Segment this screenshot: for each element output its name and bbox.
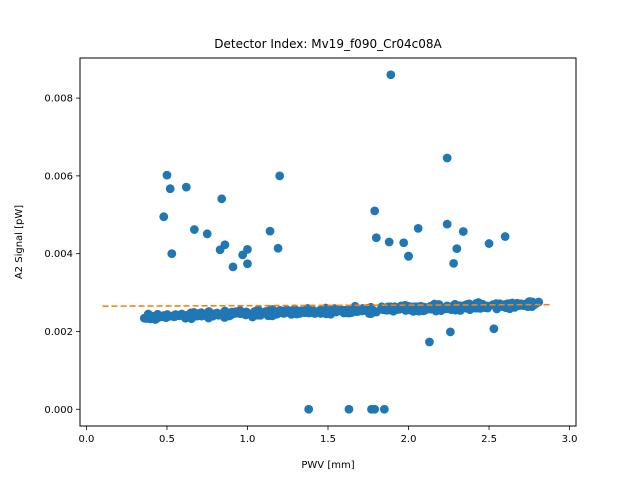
band-point	[162, 310, 172, 320]
outlier-point	[489, 324, 499, 334]
band-point	[357, 306, 367, 316]
outlier-point	[445, 327, 455, 337]
outlier-point	[181, 182, 191, 192]
x-axis-ticks: 0.0 0.5 1.0 1.5 2.0 2.5 3.0	[78, 426, 578, 445]
y-axis-ticks: 0.000 0.002 0.004 0.006 0.008	[44, 94, 80, 416]
band-point	[226, 310, 235, 319]
outlier-point	[243, 259, 252, 269]
outlier-point	[217, 194, 227, 204]
outlier-point	[304, 404, 314, 414]
outlier-point	[384, 237, 394, 247]
band-point	[483, 301, 492, 311]
outlier-point	[452, 244, 462, 254]
band-point	[520, 299, 530, 309]
outlier-point	[189, 225, 199, 234]
band-point	[184, 312, 194, 322]
outlier-point	[399, 238, 409, 248]
band-point	[278, 308, 287, 318]
outlier-point	[370, 206, 380, 216]
band-point	[382, 305, 392, 315]
band-point	[143, 309, 153, 319]
fit-line	[102, 303, 551, 307]
outlier-point	[442, 153, 452, 163]
x-tick-label: 1.5	[320, 434, 336, 445]
band-point	[463, 302, 473, 312]
outlier-point	[159, 212, 169, 222]
x-tick-label: 3.0	[562, 434, 578, 445]
outlier-point	[243, 244, 252, 254]
fit-line-group	[102, 303, 551, 307]
band-point	[365, 305, 375, 315]
x-tick-label: 0.0	[78, 434, 94, 445]
outlier-point	[275, 171, 285, 181]
outlier-point	[202, 229, 212, 239]
outlier-point	[386, 70, 396, 80]
band-point	[192, 309, 202, 319]
outlier-point	[404, 251, 413, 261]
band-point	[325, 307, 335, 316]
band-point	[400, 304, 410, 314]
outlier-point	[371, 233, 381, 243]
band-point	[250, 307, 259, 316]
band-point	[436, 306, 446, 316]
band-point	[390, 302, 400, 312]
band-point	[299, 307, 309, 317]
x-tick-label: 2.0	[401, 434, 417, 445]
outlier-point	[442, 219, 452, 229]
x-tick-label: 2.5	[481, 434, 497, 445]
chart-title: Detector Index: Mv19_f090_Cr04c08A	[214, 37, 442, 51]
outlier-point	[273, 243, 283, 253]
band-point	[263, 307, 272, 317]
band-point	[155, 312, 165, 322]
y-tick-label: 0.000	[44, 405, 73, 416]
outlier-point	[379, 404, 389, 414]
outlier-point	[425, 337, 434, 347]
band-point	[212, 308, 222, 318]
y-tick-label: 0.006	[44, 171, 73, 182]
x-tick-label: 1.0	[240, 434, 256, 445]
outlier-point	[167, 249, 177, 259]
x-axis-label: PWV [mm]	[301, 460, 354, 471]
y-tick-label: 0.002	[44, 327, 73, 338]
y-tick-label: 0.004	[44, 249, 73, 260]
band-point	[451, 301, 461, 311]
band-point	[504, 301, 514, 311]
outlier-point	[162, 170, 172, 180]
outlier-point	[500, 232, 510, 241]
y-axis-label: A2 Signal [pW]	[14, 205, 25, 279]
y-tick-label: 0.008	[44, 94, 73, 105]
outlier-point	[449, 259, 459, 268]
outlier-point	[228, 262, 238, 272]
band-point	[170, 312, 180, 322]
outlier-point	[484, 239, 494, 248]
band-point	[308, 306, 318, 316]
band-point	[287, 309, 296, 319]
outlier-point	[413, 223, 423, 233]
band-point	[235, 308, 245, 318]
band-point	[409, 304, 418, 314]
outlier-point	[165, 184, 175, 194]
band-point	[345, 307, 355, 317]
outlier-point	[265, 226, 275, 236]
outlier-point	[370, 404, 380, 414]
x-tick-label: 0.5	[159, 434, 175, 445]
outlier-point	[458, 227, 468, 236]
outlier-point	[344, 404, 354, 414]
outlier-point	[220, 240, 230, 250]
